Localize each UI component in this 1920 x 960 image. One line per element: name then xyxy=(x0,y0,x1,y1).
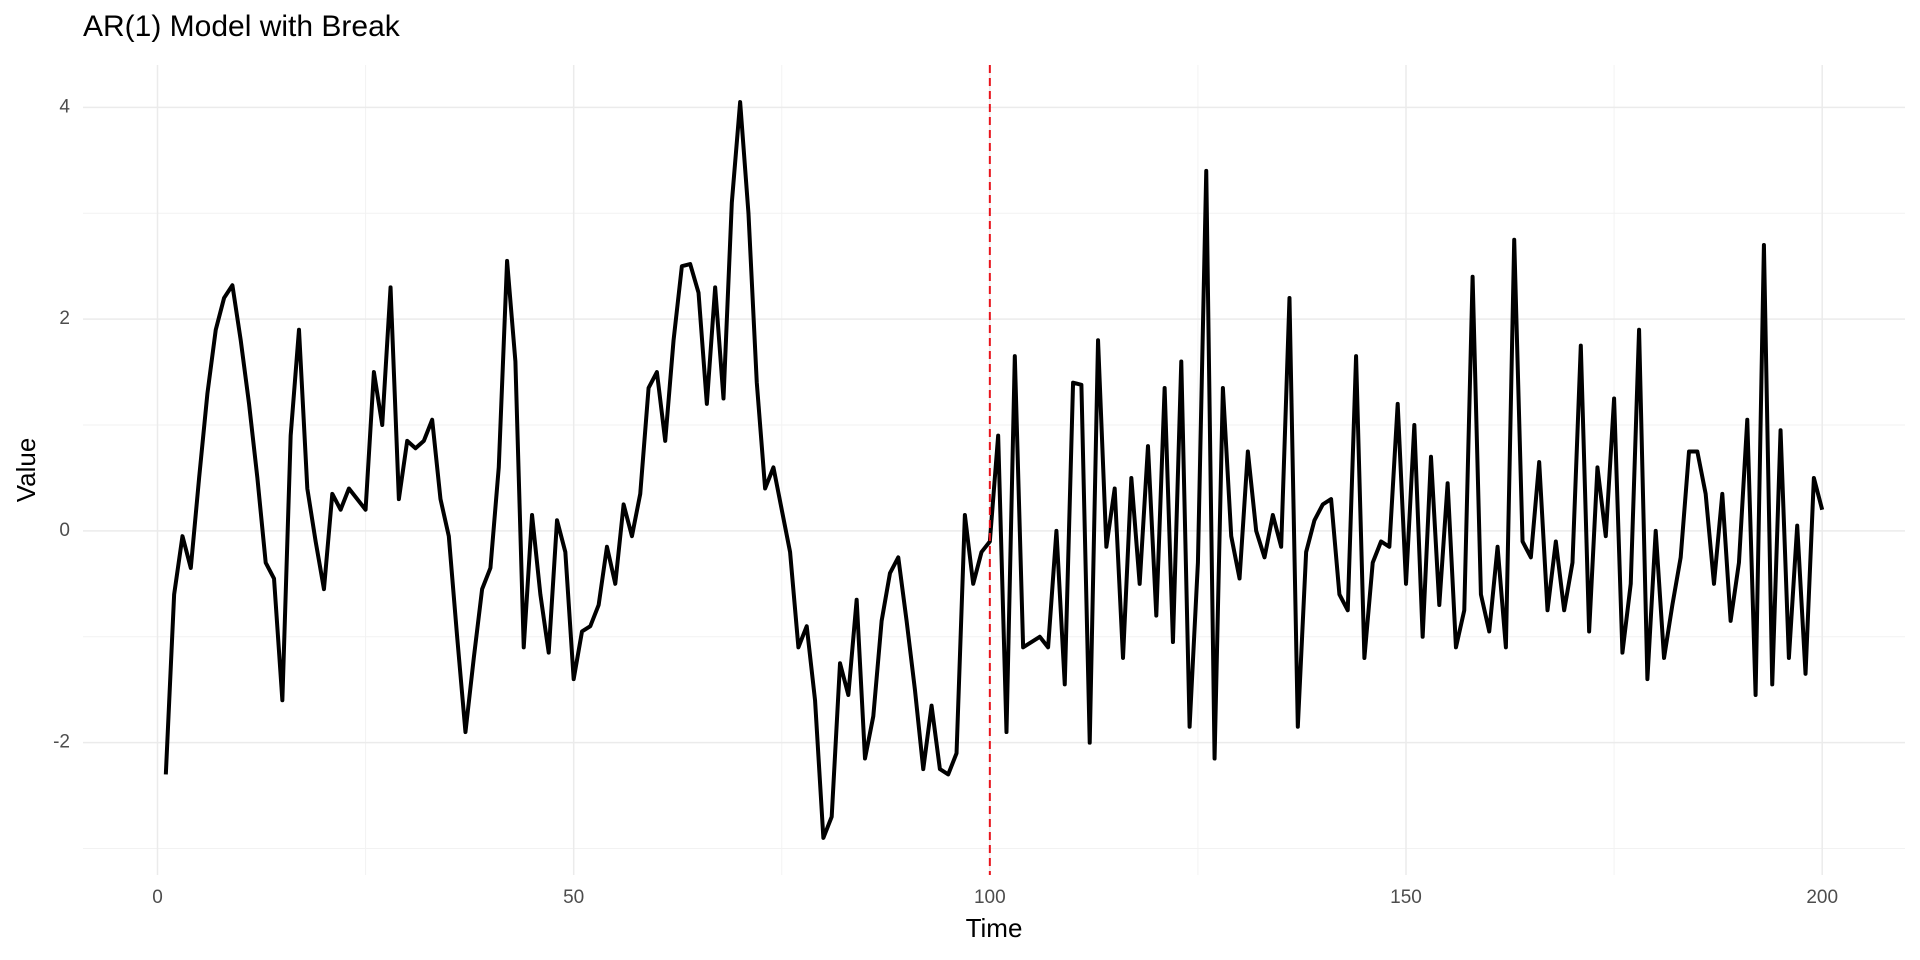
y-tick-label: -2 xyxy=(53,732,70,753)
chart-title: AR(1) Model with Break xyxy=(83,10,401,43)
x-tick-label: 100 xyxy=(974,887,1006,908)
x-tick-label: 50 xyxy=(563,887,584,908)
series-line xyxy=(163,100,1825,840)
x-axis-title: Time xyxy=(966,913,1023,943)
y-axis-title: Value xyxy=(11,438,41,503)
x-tick-label: 150 xyxy=(1390,887,1422,908)
y-tick-label: 0 xyxy=(59,520,70,541)
y-tick-label: 2 xyxy=(59,308,70,329)
y-tick-label: 4 xyxy=(59,96,70,117)
x-tick-label: 200 xyxy=(1806,887,1838,908)
x-tick-label: 0 xyxy=(152,887,163,908)
